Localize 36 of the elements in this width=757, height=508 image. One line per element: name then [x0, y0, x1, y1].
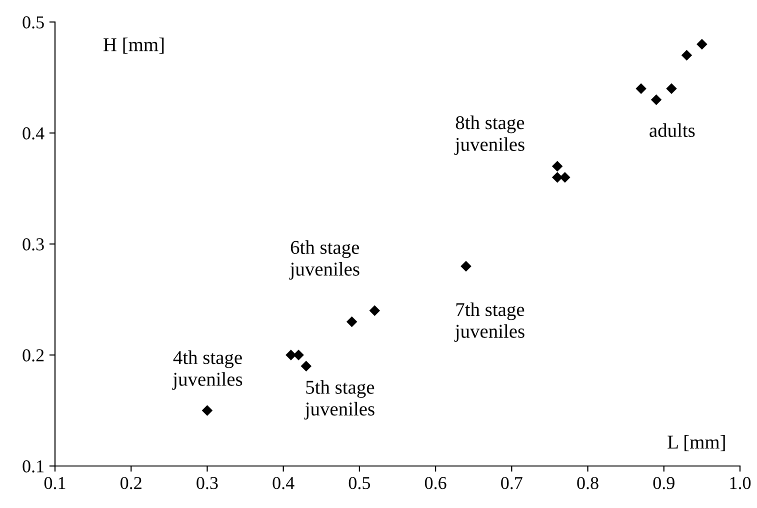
point	[636, 83, 646, 94]
x-tick-label: 0.2	[120, 476, 142, 490]
y-tick-label: 0.5	[22, 16, 44, 29]
point	[560, 172, 570, 183]
point	[696, 38, 708, 50]
x-tick-label: 0.6	[424, 476, 446, 490]
point	[666, 83, 677, 94]
y-tick-label: 0.1	[22, 460, 44, 473]
x-tick-label: 0.7	[501, 476, 522, 490]
point	[681, 50, 692, 61]
point	[293, 350, 304, 360]
annotation: 8th stage juveniles	[454, 116, 524, 155]
annotation: adults	[650, 123, 695, 137]
x-tick-label: 1.0	[730, 476, 751, 490]
point	[300, 360, 312, 372]
point	[369, 305, 380, 316]
point	[346, 316, 358, 328]
y-tick-label: 0.3	[22, 238, 44, 251]
point	[552, 160, 563, 172]
point	[650, 94, 662, 106]
x-axis-title: L [mm]	[668, 435, 725, 452]
annotation: 5th stage juveniles	[304, 380, 374, 420]
y-tick-label: 0.2	[22, 349, 44, 362]
annotation: 6th stage juveniles	[289, 240, 360, 280]
annotation: 4th stage juveniles	[172, 350, 242, 390]
x-tick-label: 0.4	[272, 476, 294, 490]
y-axis-title: H [mm]	[104, 38, 164, 54]
annotation: 7th stage juveniles	[454, 302, 524, 342]
x-tick-label: 0.5	[348, 476, 370, 490]
x-tick-label: 0.3	[196, 476, 218, 490]
x-tick-label: 0.1	[44, 476, 66, 490]
x-tick-label: 0.9	[653, 476, 674, 490]
y-tick-label: 0.4	[22, 127, 44, 140]
x-tick-label: 0.8	[577, 476, 598, 490]
point	[202, 405, 213, 416]
point	[460, 260, 472, 272]
